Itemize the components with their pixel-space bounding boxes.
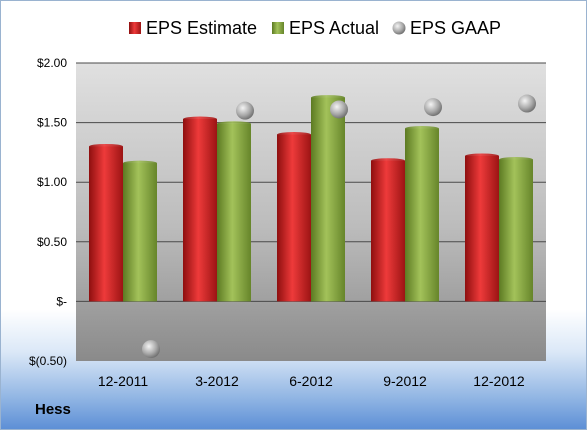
eps-estimate-bar bbox=[183, 119, 217, 302]
bar-cap bbox=[405, 126, 439, 132]
x-tick-label: 3-2012 bbox=[195, 373, 239, 389]
legend-swatch bbox=[129, 22, 141, 34]
eps-gaap-point bbox=[424, 98, 442, 117]
bars bbox=[89, 95, 533, 302]
legend-label: EPS Estimate bbox=[146, 18, 257, 38]
bar-cap bbox=[311, 95, 345, 101]
y-tick-label: $1.50 bbox=[37, 116, 67, 130]
bar-cap bbox=[217, 121, 251, 127]
x-axis: 12-2011 3-2012 6-2012 9-2012 12-2012 bbox=[98, 373, 525, 389]
x-tick-label: 12-2012 bbox=[473, 373, 525, 389]
legend-label: EPS Actual bbox=[289, 18, 379, 38]
legend-label: EPS GAAP bbox=[410, 18, 501, 38]
y-tick-label: $0.50 bbox=[37, 235, 67, 249]
y-tick-label: $1.00 bbox=[37, 175, 67, 189]
bar-cap bbox=[465, 153, 499, 159]
eps-actual-bar bbox=[217, 123, 251, 302]
bar-cap bbox=[183, 116, 217, 122]
eps-actual-bar bbox=[123, 163, 157, 302]
x-tick-label: 12-2011 bbox=[98, 373, 149, 389]
eps-estimate-bar bbox=[277, 134, 311, 302]
y-tick-label: $(0.50) bbox=[29, 354, 67, 368]
eps-actual-bar bbox=[311, 97, 345, 302]
legend: EPS Estimate EPS Actual EPS GAAP bbox=[129, 18, 501, 38]
y-tick-label: $- bbox=[56, 294, 67, 308]
eps-actual-bar bbox=[405, 128, 439, 302]
legend-swatch bbox=[392, 21, 406, 35]
bar-cap bbox=[371, 158, 405, 164]
y-tick-label: $2.00 bbox=[37, 56, 67, 70]
bar-cap bbox=[499, 157, 533, 163]
eps-estimate-bar bbox=[89, 146, 123, 302]
bar-cap bbox=[123, 160, 157, 166]
x-tick-label: 9-2012 bbox=[383, 373, 427, 389]
legend-swatch bbox=[272, 22, 284, 34]
eps-gaap-point bbox=[330, 100, 348, 119]
gaap-points bbox=[142, 94, 536, 359]
y-axis: $2.00 $1.50 $1.00 $0.50 $- $(0.50) bbox=[29, 56, 67, 368]
bar-cap bbox=[89, 143, 123, 149]
bar-cap bbox=[277, 132, 311, 138]
eps-gaap-point bbox=[142, 340, 160, 359]
eps-estimate-bar bbox=[371, 160, 405, 302]
eps-estimate-bar bbox=[465, 155, 499, 302]
eps-gaap-point bbox=[518, 94, 536, 113]
x-tick-label: 6-2012 bbox=[289, 373, 333, 389]
company-label: Hess bbox=[35, 401, 71, 418]
eps-actual-bar bbox=[499, 159, 533, 302]
eps-gaap-point bbox=[236, 101, 254, 120]
